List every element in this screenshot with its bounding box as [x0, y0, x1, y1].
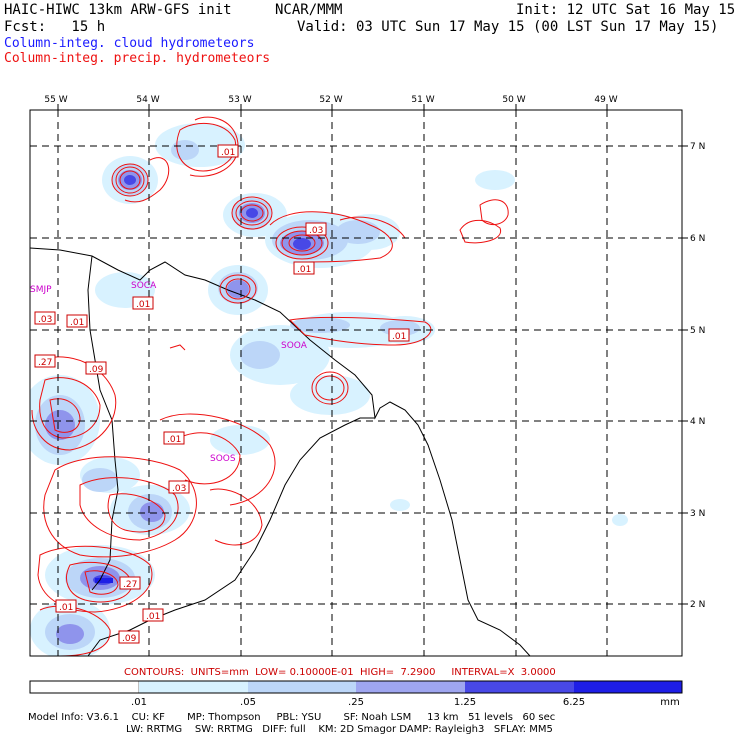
cloud-legend-label: Column-integ. cloud hydrometeors: [4, 36, 255, 51]
colorbar-tick: .25: [348, 697, 364, 708]
colorbar: .01 .05 .25 1.25 6.25 mm: [29, 680, 683, 708]
graticule: [30, 110, 682, 656]
station-label: SOOS: [210, 454, 236, 464]
lat-label: 4 N: [690, 417, 705, 427]
contour-label: .03: [309, 226, 323, 236]
colorbar-tick: 1.25: [454, 697, 476, 708]
contour-label: .27: [38, 358, 52, 368]
contour-label: .01: [70, 318, 84, 328]
lat-label: 7 N: [690, 142, 705, 152]
organization-label: NCAR/MMM: [275, 2, 343, 18]
model-title: HAIC-HIWC 13km ARW-GFS init: [4, 2, 232, 18]
contour-label: .09: [122, 634, 137, 644]
contour-label: .01: [59, 603, 73, 613]
contour-info: CONTOURS: UNITS=mm LOW= 0.10000E-01 HIGH…: [124, 667, 556, 678]
lon-label: 50 W: [502, 95, 525, 105]
colorbar-tick: 6.25: [563, 697, 585, 708]
lon-label: 55 W: [44, 95, 67, 105]
lat-label: 2 N: [690, 600, 705, 610]
contour-label: .01: [167, 435, 181, 445]
contour-label: .03: [38, 315, 52, 325]
contour-label: .01: [221, 148, 235, 158]
coastline-borders: [30, 247, 531, 656]
contour-label: .27: [123, 580, 137, 590]
lon-label: 51 W: [411, 95, 434, 105]
map-frame: [29, 109, 683, 657]
contour-label: .01: [146, 612, 160, 622]
contour-label: .01: [392, 332, 406, 342]
colorbar-tick: .05: [240, 697, 256, 708]
lon-label: 54 W: [136, 95, 159, 105]
precip-contours: [31, 116, 509, 656]
contour-label-group: .01 .03 .01 .01 .01 .03 .01 .27 .09 .01 …: [34, 144, 410, 644]
lon-label: 49 W: [594, 95, 617, 105]
lat-label: 5 N: [690, 326, 705, 336]
contour-label: .01: [297, 265, 311, 275]
valid-time: Valid: 03 UTC Sun 17 May 15 (00 LST Sun …: [297, 19, 719, 35]
lat-label: 6 N: [690, 234, 705, 244]
station-label: SOOA: [281, 341, 308, 351]
contour-label: .01: [136, 300, 150, 310]
model-info-line1: Model Info: V3.6.1 CU: KF MP: Thompson P…: [28, 712, 556, 723]
station-label: SMJP: [30, 285, 52, 295]
contour-label: .09: [89, 365, 104, 375]
cloud-shading: [30, 123, 628, 656]
colorbar-units: mm: [660, 697, 679, 708]
axis-ticks: [57, 104, 688, 605]
lon-label: 53 W: [228, 95, 251, 105]
lon-label: 52 W: [319, 95, 342, 105]
station-label: SOCA: [131, 281, 157, 291]
model-info-line2: LW: RRTMG SW: RRTMG DIFF: full KM: 2D Sm…: [126, 724, 553, 735]
init-time: Init: 12 UTC Sat 16 May 15: [516, 2, 736, 18]
contour-label: .03: [172, 484, 186, 494]
lat-label: 3 N: [690, 509, 705, 519]
precip-legend-label: Column-integ. precip. hydrometeors: [4, 51, 271, 66]
colorbar-tick: .01: [131, 697, 147, 708]
forecast-hour: Fcst: 15 h: [4, 19, 106, 35]
